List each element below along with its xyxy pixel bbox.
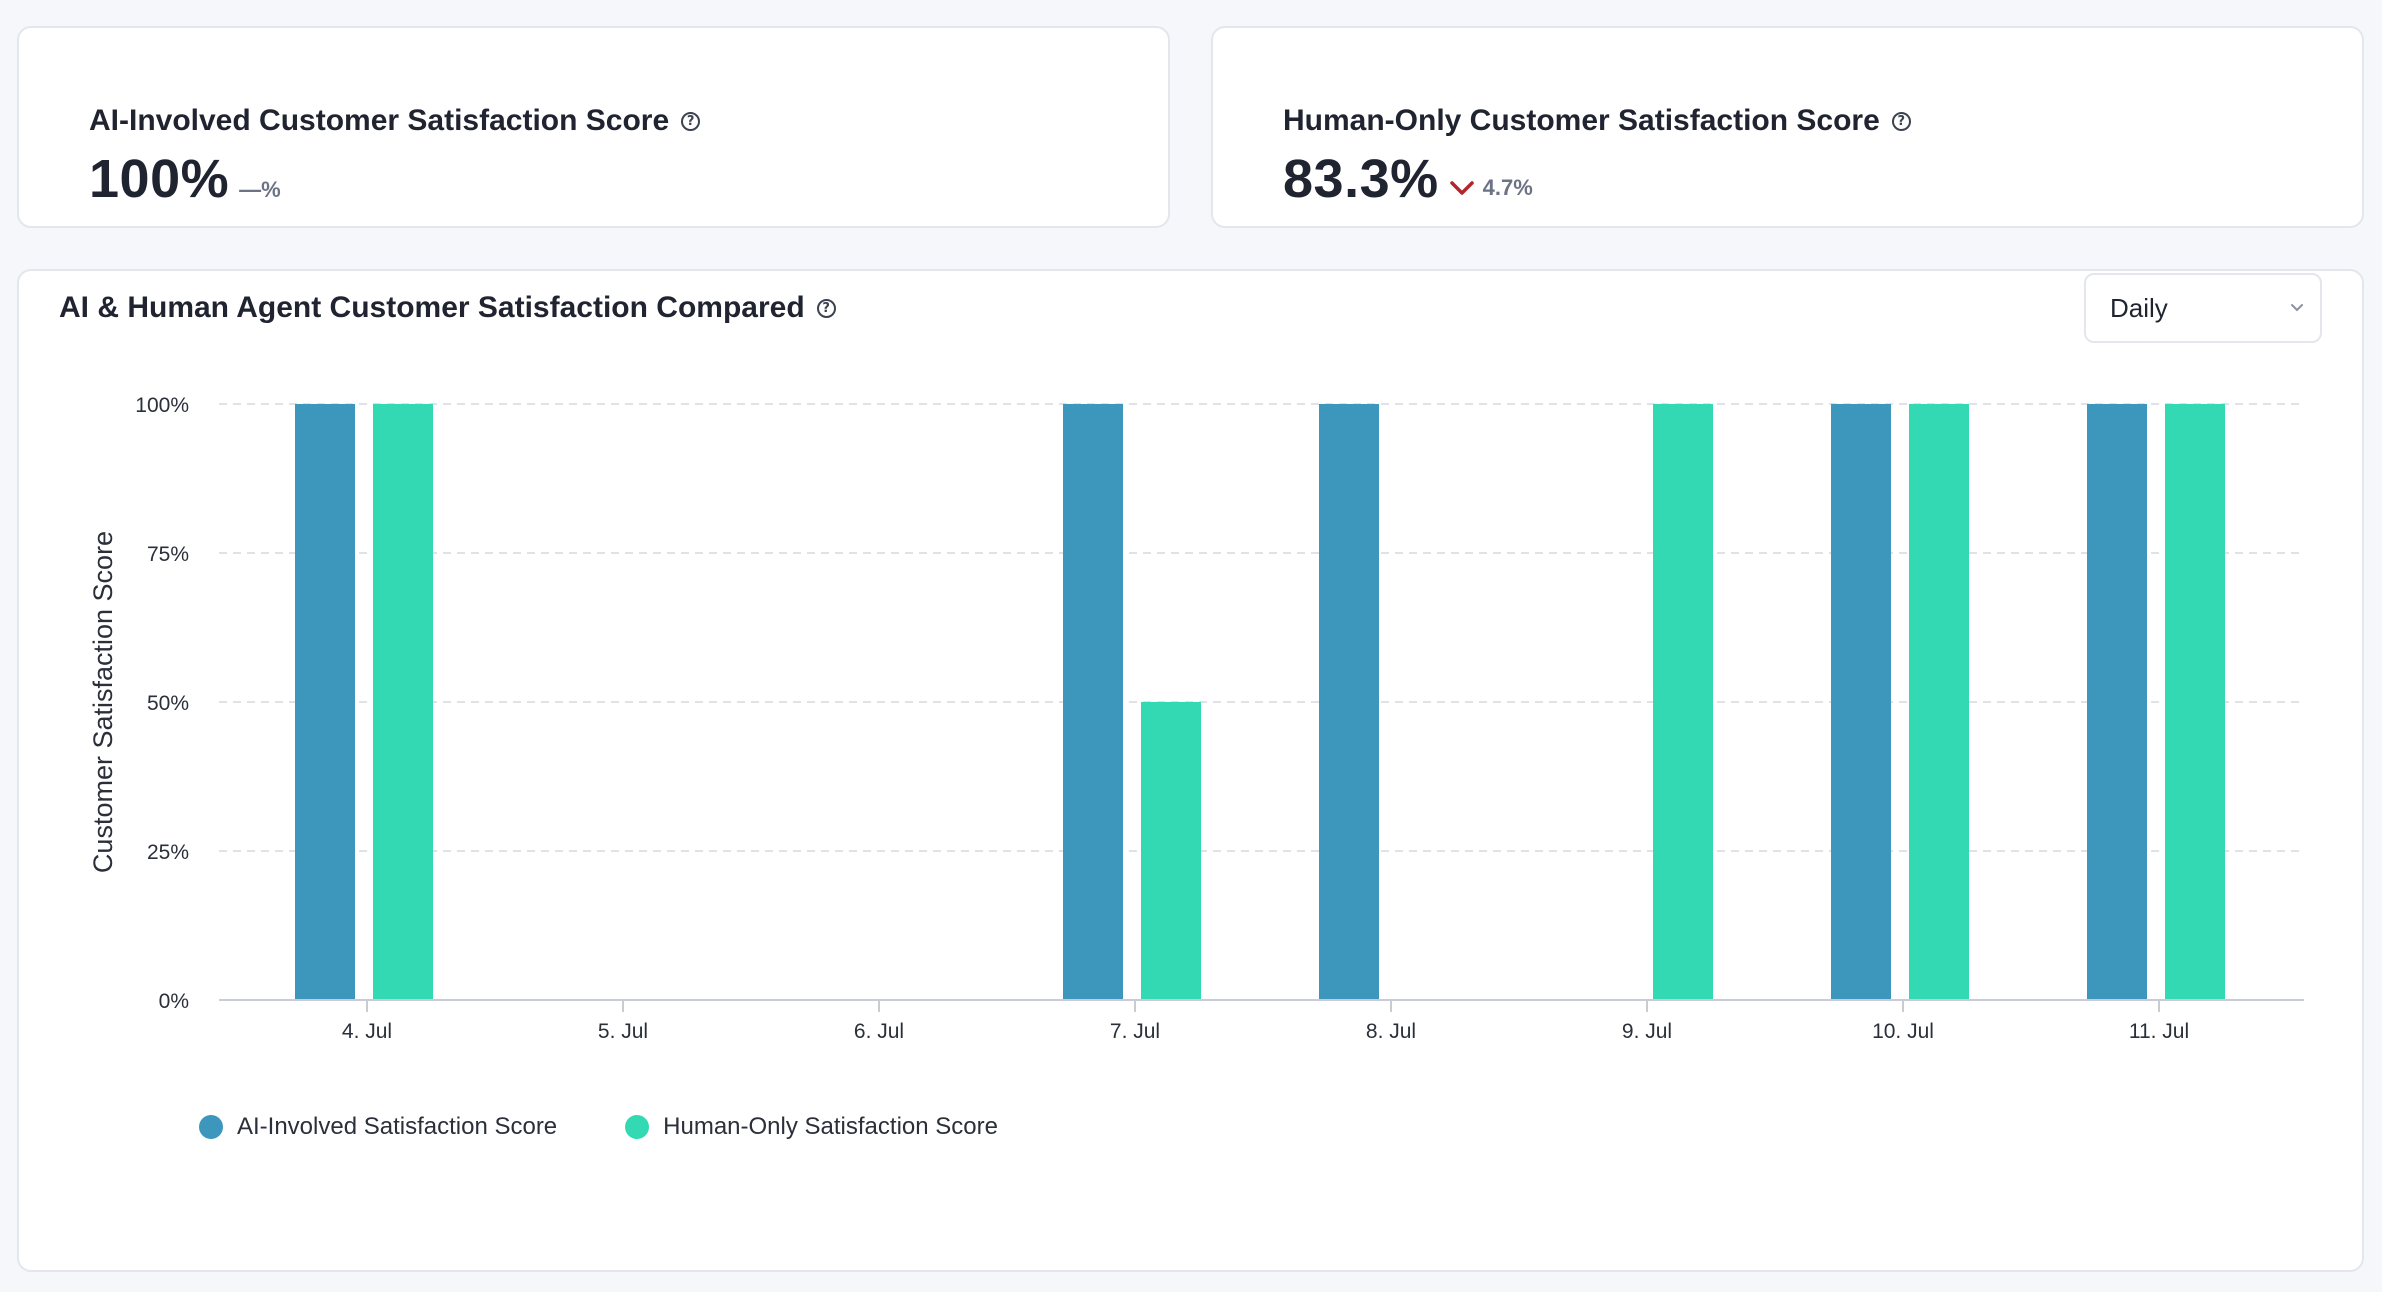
chart-legend: AI-Involved Satisfaction Score Human-Onl… <box>199 1113 1066 1141</box>
period-select[interactable]: Daily <box>2084 273 2322 343</box>
x-tick-label: 4. Jul <box>342 1020 392 1043</box>
bar-human-only <box>1653 404 1713 1000</box>
help-icon[interactable]: ? <box>1891 111 1911 131</box>
bar-human-only <box>1909 404 1969 1000</box>
x-tick-label: 7. Jul <box>1110 1020 1160 1043</box>
y-tick-label: 25% <box>147 841 189 864</box>
ai-involved-score-title-text: AI-Involved Customer Satisfaction Score <box>89 104 670 137</box>
help-icon[interactable]: ? <box>681 111 701 131</box>
y-tick-label: 0% <box>159 990 189 1013</box>
legend-label-ai: AI-Involved Satisfaction Score <box>237 1113 558 1140</box>
ai-involved-score-delta: —% <box>239 177 281 202</box>
bar-human-only <box>2165 404 2225 1000</box>
ai-involved-score-value: 100% <box>89 149 230 209</box>
y-tick-label: 75% <box>147 543 189 566</box>
y-axis-title: Customer Satisfaction Score <box>88 531 118 873</box>
bar-ai-involved <box>1831 404 1891 1000</box>
chart-title: AI & Human Agent Customer Satisfaction C… <box>59 291 836 325</box>
y-tick-label: 100% <box>135 394 189 417</box>
x-tick-label: 9. Jul <box>1622 1020 1672 1043</box>
period-select-value: Daily <box>2110 292 2168 323</box>
human-only-metric: 83.3% 4.7% <box>1283 148 1533 210</box>
x-tick-label: 6. Jul <box>854 1020 904 1043</box>
human-only-score-title-text: Human-Only Customer Satisfaction Score <box>1283 104 1880 137</box>
legend-item-ai[interactable]: AI-Involved Satisfaction Score <box>199 1113 557 1141</box>
human-only-score-value: 83.3% <box>1283 149 1439 209</box>
legend-swatch-human <box>625 1115 650 1139</box>
legend-item-human[interactable]: Human-Only Satisfaction Score <box>625 1113 998 1141</box>
bar-human-only <box>373 404 433 1000</box>
ai-involved-score-title: AI-Involved Customer Satisfaction Score … <box>89 104 701 138</box>
bar-ai-involved <box>2087 404 2147 1000</box>
x-tick-label: 11. Jul <box>2129 1020 2189 1043</box>
y-tick-label: 50% <box>147 692 189 715</box>
legend-swatch-ai <box>199 1115 223 1139</box>
bar-human-only <box>1141 702 1201 1000</box>
satisfaction-comparison-chart-card: AI & Human Agent Customer Satisfaction C… <box>17 269 2364 1272</box>
x-tick-label: 10. Jul <box>1872 1020 1934 1043</box>
arrow-down-icon <box>1449 181 1474 195</box>
x-tick-label: 8. Jul <box>1366 1020 1416 1043</box>
human-only-score-card: Human-Only Customer Satisfaction Score ?… <box>1211 26 2364 228</box>
bar-ai-involved <box>1063 404 1123 1000</box>
human-only-score-title: Human-Only Customer Satisfaction Score ? <box>1283 104 1911 138</box>
human-only-delta-text: 4.7% <box>1482 175 1533 200</box>
satisfaction-bar-chart: 0% 25% 50% 75% 100% Customer Satisfaction Sco… <box>88 394 2304 1043</box>
human-only-score-delta: 4.7% <box>1449 175 1533 201</box>
x-tick-label: 5. Jul <box>598 1020 648 1043</box>
ai-involved-metric: 100% —% <box>89 148 281 210</box>
chart-title-text: AI & Human Agent Customer Satisfaction C… <box>59 291 805 324</box>
bar-ai-involved <box>1319 404 1379 1000</box>
legend-label-human: Human-Only Satisfaction Score <box>663 1113 998 1140</box>
help-icon[interactable]: ? <box>816 298 836 318</box>
bar-ai-involved <box>295 404 355 1000</box>
ai-involved-score-card: AI-Involved Customer Satisfaction Score … <box>17 26 1170 228</box>
chevron-down-icon <box>2291 304 2303 312</box>
